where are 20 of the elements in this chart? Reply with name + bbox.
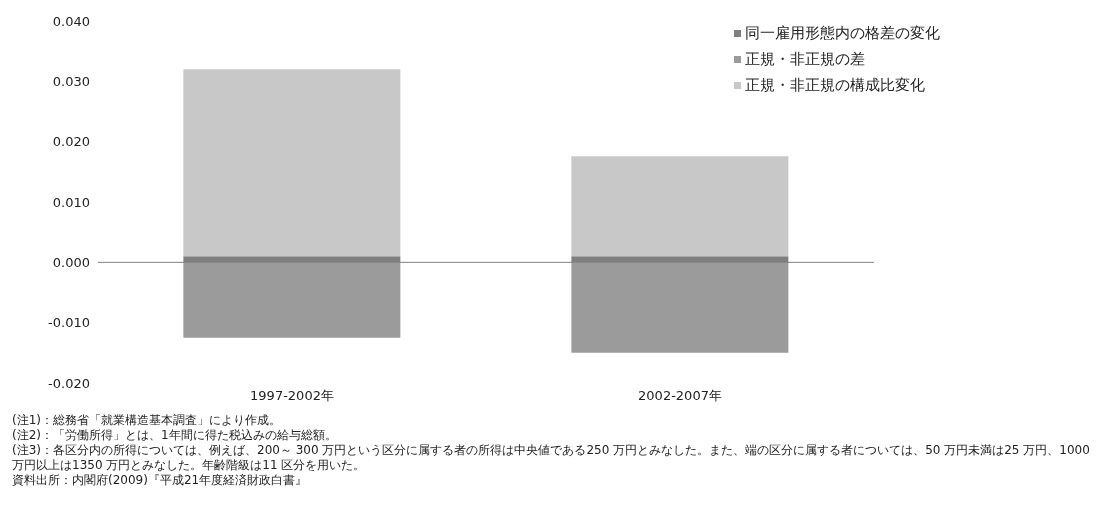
y-tick-label: -0.020: [48, 375, 90, 391]
x-tick-label: 2002-2007年: [638, 388, 722, 404]
y-tick-label: 0.030: [52, 73, 90, 89]
y-tick-label: 0.040: [52, 13, 90, 29]
bar: [183, 262, 401, 338]
x-tick-label: 1997-2002年: [250, 388, 334, 404]
y-tick-label: 0.010: [52, 194, 90, 210]
bar: [571, 156, 789, 257]
legend-label: 正規・非正規の差: [745, 50, 865, 68]
bar: [183, 69, 401, 257]
legend-label: 同一雇用形態内の格差の変化: [745, 24, 940, 42]
bar: [571, 262, 789, 353]
text: (注3)：各区分内の所得については、例えば、200～ 300 万円という区分に属する者の所得は中央値である250 万円とみなした。また、端の区分に属する者については、50 万円未満は25 万円、1000 万円以上は1350 万円とみなした。年齢階級は11 区分を用いた。: [12, 443, 1091, 473]
legend-label: 正規・非正規の構成比変化: [745, 76, 925, 94]
y-tick-label: 0.020: [52, 134, 90, 150]
text: (注1)：総務省「就業構造基本調査」により作成。: [12, 413, 282, 428]
text: 資料出所：内閣府(2009)『平成21年度経済財政白書』: [12, 473, 309, 488]
y-tick-label: 0.000: [52, 254, 90, 270]
y-tick-label: -0.010: [48, 315, 90, 331]
text: (注2)：「労働所得」とは、1年間に得た税込みの給与総額。: [12, 428, 338, 443]
